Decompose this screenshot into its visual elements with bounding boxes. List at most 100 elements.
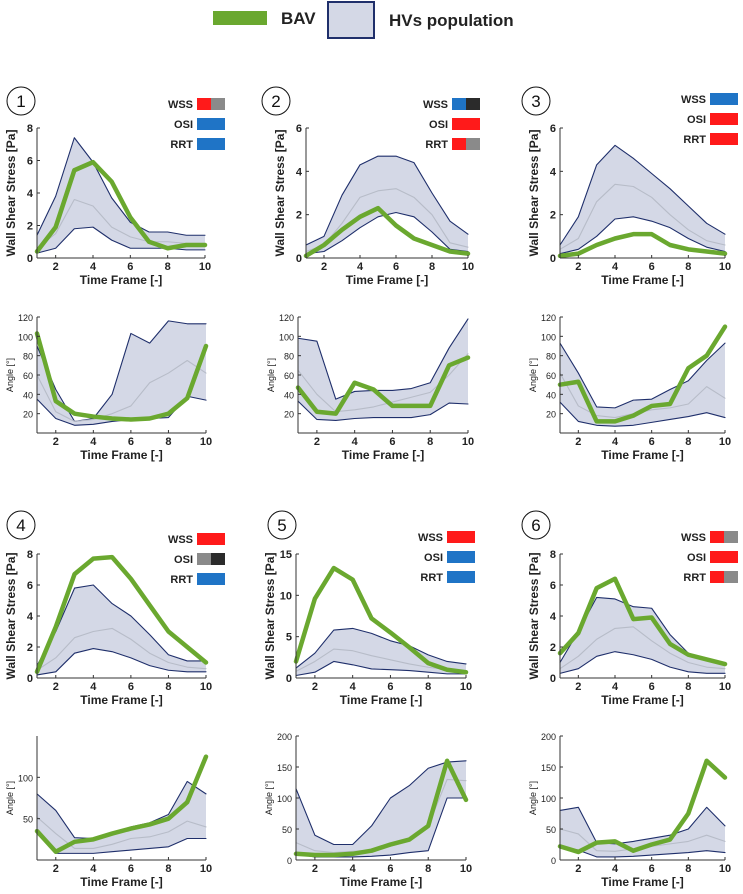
y-tick-label: 2 [27, 221, 33, 233]
hvs-median-line [36, 816, 207, 849]
indicator-label-wss: WSS [168, 99, 193, 111]
indicator-box-osi-red [710, 113, 738, 125]
x-tick-label: 10 [460, 681, 472, 693]
hvs-median-line [36, 359, 207, 422]
hvs-upper-line [559, 144, 726, 246]
x-tick-label: 4 [90, 436, 97, 448]
x-axis-title: Time Frame [-] [340, 693, 422, 707]
bav-line [34, 159, 208, 254]
bav-line [303, 205, 471, 259]
bav-line [34, 554, 209, 675]
y-tick-label: 2 [27, 642, 33, 654]
legend-hvs-label: HVs population [389, 11, 514, 30]
y-tick-label: 0 [287, 856, 292, 866]
hvs-lower-line [36, 832, 207, 854]
y-tick-label: 4 [550, 166, 557, 178]
y-tick-label: 80 [284, 352, 294, 362]
y-tick-label: 100 [279, 332, 294, 342]
y-tick-label: 60 [23, 371, 33, 381]
indicator-box-rrt-gray [466, 138, 480, 150]
x-tick-label: 2 [53, 436, 59, 448]
hvs-median-line [559, 626, 726, 670]
x-axis-title: Time Frame [-] [340, 875, 422, 889]
y-tick-label: 4 [27, 611, 34, 623]
y-tick-label: 20 [284, 410, 294, 420]
x-tick-label: 10 [200, 681, 212, 693]
y-tick-label: 50 [546, 825, 556, 835]
indicator-box-osi-dark [211, 553, 225, 565]
x-tick-label: 2 [575, 436, 581, 448]
indicator-box-wss-red [197, 98, 211, 110]
indicator-label-wss: WSS [681, 94, 706, 106]
indicator-label-osi: OSI [687, 114, 706, 126]
y-tick-label: 40 [284, 390, 294, 400]
y-tick-label: 120 [541, 313, 556, 323]
hvs-band [296, 628, 466, 676]
y-axis-title: Wall Shear Stress [Pa] [527, 130, 541, 257]
indicator-label-rrt: RRT [683, 134, 706, 146]
x-axis-title: Time Frame [-] [80, 448, 162, 462]
x-tick-label: 6 [387, 681, 393, 693]
panel-number: 4 [16, 516, 25, 535]
legend-bav-label: BAV [281, 9, 316, 28]
hvs-band [560, 597, 725, 674]
y-tick-label: 6 [296, 123, 302, 135]
indicator-box-wss-gray [724, 531, 738, 543]
y-axis-title: Angle [°] [528, 358, 538, 392]
x-tick-label: 2 [314, 436, 320, 448]
x-tick-label: 4 [612, 436, 619, 448]
x-tick-label: 10 [719, 436, 731, 448]
chart-angle-1: 2 4 6 8 10 20 40 60 80 100 120 Time Frame [-] Angle … [5, 313, 212, 462]
hvs-lower-line [559, 847, 726, 858]
x-tick-label: 8 [685, 261, 691, 273]
hvs-band [298, 318, 468, 421]
hvs-upper-line [305, 155, 469, 246]
bav-line [557, 324, 728, 424]
x-tick-label: 6 [389, 436, 395, 448]
y-tick-label: 8 [27, 123, 33, 135]
x-tick-label: 10 [719, 863, 731, 875]
indicator-box-wss-red [710, 531, 724, 543]
bav-line [295, 355, 471, 416]
y-tick-label: 150 [541, 763, 556, 773]
y-tick-label: 15 [280, 549, 292, 561]
x-tick-label: 8 [165, 681, 171, 693]
x-axis-title: Time Frame [-] [601, 693, 683, 707]
x-tick-label: 10 [719, 681, 731, 693]
x-tick-label: 4 [90, 863, 97, 875]
y-axis-title: Wall Shear Stress [Pa] [4, 553, 18, 680]
y-axis-title: Wall Shear Stress [Pa] [527, 553, 541, 680]
x-tick-label: 6 [649, 436, 655, 448]
indicator-label-wss: WSS [423, 99, 448, 111]
hvs-lower-line [36, 647, 207, 676]
y-tick-label: 6 [550, 580, 556, 592]
x-tick-label: 2 [53, 681, 59, 693]
y-tick-label: 0 [550, 673, 556, 685]
y-axis-title: Angle [°] [528, 781, 538, 815]
x-tick-label: 8 [685, 681, 691, 693]
y-tick-label: 50 [23, 815, 33, 825]
x-tick-label: 6 [649, 863, 655, 875]
legend-hvs-swatch [327, 1, 375, 39]
bav-line [293, 565, 469, 675]
x-tick-label: 4 [612, 261, 619, 273]
x-tick-label: 6 [127, 261, 133, 273]
x-tick-label: 4 [350, 863, 357, 875]
hvs-median-line [36, 198, 206, 249]
indicator-box-wss-blue [452, 98, 466, 110]
hvs-band [37, 781, 206, 854]
bav-line [293, 758, 469, 858]
indicator-box-wss-red [197, 533, 225, 545]
y-tick-label: 5 [286, 632, 292, 644]
indicator-box-wss-dark [466, 98, 480, 110]
y-axis-title: Angle [°] [264, 781, 274, 815]
x-tick-label: 8 [425, 863, 431, 875]
indicator-label-osi: OSI [429, 119, 448, 131]
x-tick-label: 10 [460, 863, 472, 875]
hvs-band [296, 760, 466, 857]
chart-angle-4: 2 4 6 8 10 50 100 Time Frame [-] Angle [°] [5, 736, 212, 889]
